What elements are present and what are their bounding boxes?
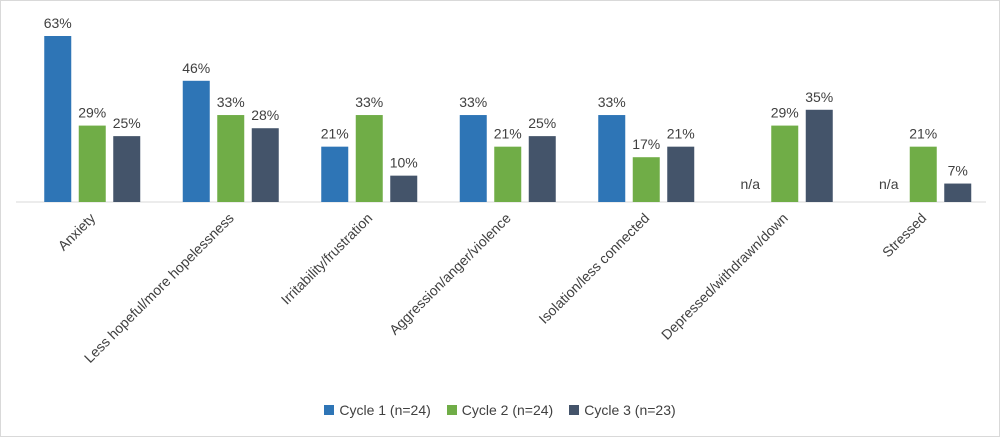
bar-series-3-category-1: [113, 136, 141, 202]
data-label-series-2-category-5: 17%: [632, 136, 660, 152]
legend-label-cycle-3: Cycle 3 (n=23): [584, 402, 676, 418]
legend-item-cycle-2: Cycle 2 (n=24): [446, 402, 554, 418]
data-label-series-3-category-2: 28%: [251, 107, 279, 123]
category-label-7: Stressed: [879, 210, 929, 260]
legend-item-cycle-1: Cycle 1 (n=24): [324, 402, 431, 418]
legend-swatch-cycle-2: [446, 405, 457, 415]
category-label-2: Less hopeful/more hopelessness: [81, 210, 237, 366]
legend-item-cycle-3: Cycle 3 (n=23): [569, 402, 676, 418]
category-label-5: Isolation/less connected: [535, 210, 652, 327]
legend-swatch-cycle-1: [324, 405, 335, 415]
bar-series-2-category-6: [771, 125, 799, 202]
category-label-4: Aggression/anger/violence: [386, 210, 514, 338]
bar-series-2-category-1: [78, 125, 106, 202]
bar-series-1-category-3: [321, 146, 349, 202]
bar-series-1-category-4: [459, 115, 487, 202]
bar-series-1-category-2: [182, 80, 210, 202]
data-label-series-2-category-6: 29%: [771, 105, 799, 121]
data-label-series-2-category-1: 29%: [78, 105, 106, 121]
data-label-series-3-category-6: 35%: [805, 89, 833, 105]
data-label-series-1-category-1: 63%: [44, 15, 72, 31]
bar-series-3-category-6: [805, 109, 833, 202]
bar-series-3-category-4: [528, 136, 556, 202]
data-label-series-1-category-2: 46%: [182, 60, 210, 76]
bar-series-2-category-4: [494, 146, 522, 202]
data-label-series-1-category-5: 33%: [598, 94, 626, 110]
bar-series-3-category-5: [667, 146, 695, 202]
bar-series-3-category-7: [944, 183, 972, 202]
data-label-series-3-category-3: 10%: [390, 155, 418, 171]
data-label-series-2-category-3: 33%: [355, 94, 383, 110]
data-label-series-1-category-4: 33%: [459, 94, 487, 110]
data-label-series-3-category-5: 21%: [667, 126, 695, 142]
data-label-series-1-category-3: 21%: [321, 126, 349, 142]
bar-chart: 63% 29% 25% Anxiety 46% 33% 28% Less hopeful/mo…: [16, 15, 986, 366]
bar-series-1-category-1: [44, 36, 72, 202]
data-label-series-3-category-4: 25%: [528, 115, 556, 131]
bar-series-3-category-3: [390, 175, 418, 202]
legend-label-cycle-1: Cycle 1 (n=24): [339, 402, 431, 418]
data-label-series-1-category-7: n/a: [879, 176, 899, 192]
legend-swatch-cycle-3: [569, 405, 580, 415]
bar-series-2-category-2: [217, 115, 245, 202]
legend: Cycle 1 (n=24) Cycle 2 (n=24) Cycle 3 (n…: [0, 402, 1000, 418]
bar-series-1-category-5: [598, 115, 626, 202]
bar-series-2-category-3: [355, 115, 383, 202]
data-label-series-3-category-7: 7%: [948, 163, 968, 179]
bar-series-2-category-7: [909, 146, 937, 202]
data-label-series-1-category-6: n/a: [741, 176, 761, 192]
data-label-series-3-category-1: 25%: [113, 115, 141, 131]
category-label-6: Depressed/withdrawn/down: [658, 210, 791, 343]
legend-label-cycle-2: Cycle 2 (n=24): [461, 402, 554, 418]
data-label-series-2-category-2: 33%: [217, 94, 245, 110]
data-label-series-2-category-7: 21%: [909, 126, 937, 142]
bar-series-3-category-2: [251, 128, 279, 202]
data-label-series-2-category-4: 21%: [494, 126, 522, 142]
category-label-1: Anxiety: [55, 210, 99, 254]
category-label-3: Irritability/frustration: [278, 210, 376, 308]
bar-series-2-category-5: [632, 157, 660, 202]
